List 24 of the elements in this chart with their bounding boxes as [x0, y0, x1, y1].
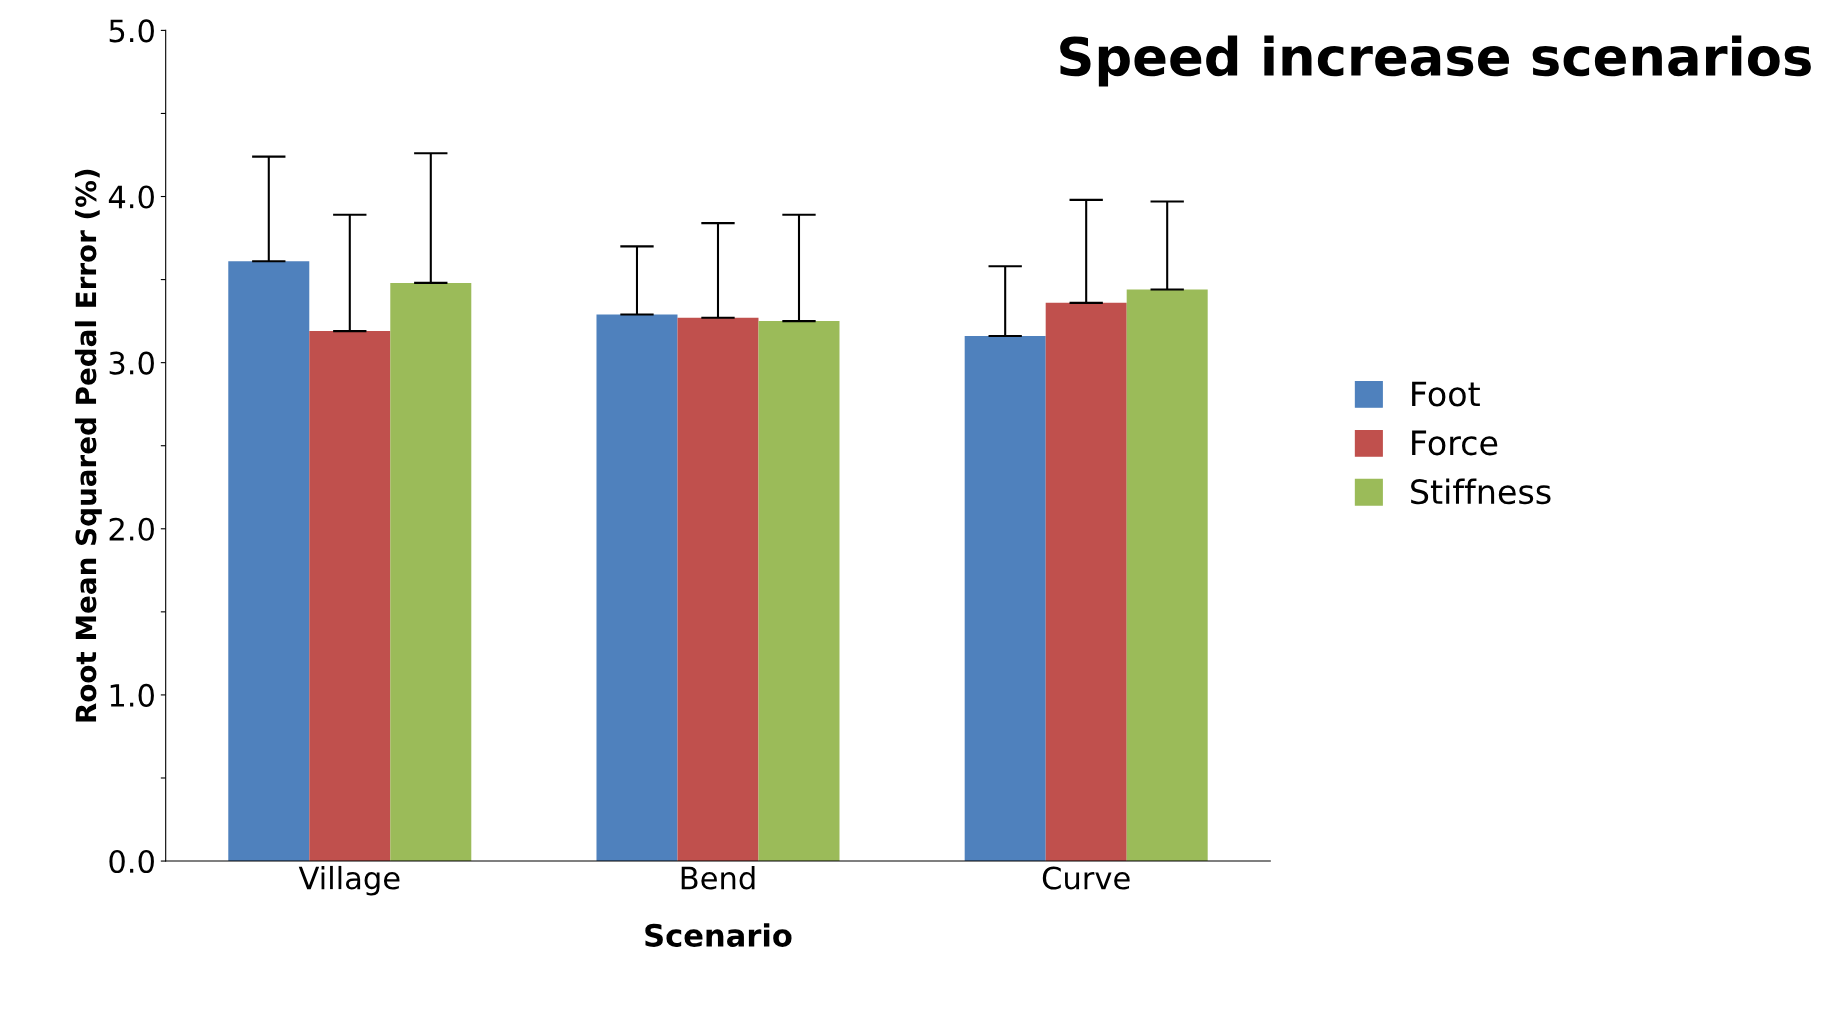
y-tick-label: 5.0 — [109, 19, 154, 43]
bar — [964, 336, 1046, 862]
y-tick-label: 3.0 — [109, 351, 154, 375]
x-tick-label: Curve — [1042, 866, 1130, 890]
text: Speed increase scenarios — [1060, 35, 1811, 87]
x-tick-label: Bend — [681, 865, 755, 890]
x-tick-label: Village — [298, 865, 400, 896]
bar — [228, 261, 310, 862]
bar — [677, 317, 759, 862]
legend-label: Force — [1412, 430, 1498, 456]
bar — [390, 282, 472, 862]
y-tick-label: 0.0 — [109, 849, 154, 874]
y-tick-label: 4.0 — [108, 185, 154, 209]
legend-label: Stiffness — [1411, 478, 1551, 505]
bar — [309, 331, 391, 862]
y-tick-label: 1.0 — [110, 683, 154, 707]
y-tick-label: 2.0 — [109, 517, 154, 541]
bar — [1045, 302, 1127, 862]
bar — [1126, 289, 1208, 862]
x-axis-title: Scenario — [645, 923, 792, 947]
legend-label: Foot — [1412, 381, 1480, 407]
bar — [596, 314, 678, 862]
y-axis-title: Root Mean Squared Pedal Error (%) — [74, 169, 102, 722]
bar — [758, 321, 840, 862]
